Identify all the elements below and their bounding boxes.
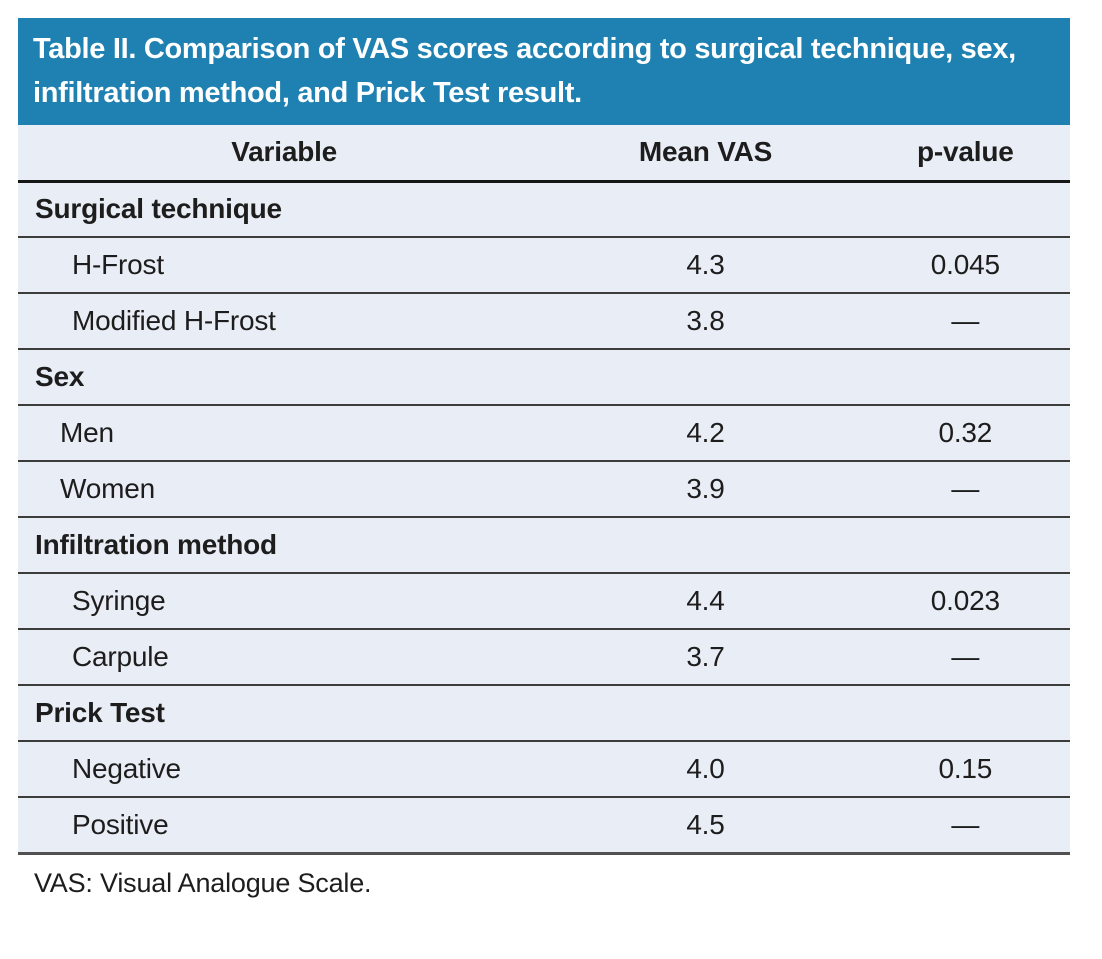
section-label-infiltration-method: Infiltration method — [18, 517, 1070, 574]
data-row: H-Frost 4.3 0.045 — [18, 237, 1070, 294]
column-header-row: Variable Mean VAS p-value — [18, 125, 1070, 183]
cell-mean-vas: 4.5 — [550, 797, 861, 855]
cell-mean-vas: 3.8 — [550, 293, 861, 350]
cell-variable: Positive — [18, 797, 551, 855]
cell-mean-vas: 4.2 — [550, 405, 861, 462]
cell-mean-vas: 3.9 — [550, 461, 861, 518]
section-label-sex: Sex — [18, 349, 1070, 406]
cell-p-value: — — [860, 293, 1070, 350]
data-row: Men 4.2 0.32 — [18, 405, 1070, 462]
section-label-prick-test: Prick Test — [18, 685, 1070, 742]
data-row: Carpule 3.7 — — [18, 629, 1070, 686]
cell-p-value: 0.32 — [860, 405, 1070, 462]
cell-p-value: 0.045 — [860, 237, 1070, 294]
cell-variable: Modified H-Frost — [18, 293, 551, 350]
cell-variable: Women — [18, 461, 551, 518]
table-container: Table II. Comparison of VAS scores accor… — [18, 18, 1070, 899]
table-title: Table II. Comparison of VAS scores accor… — [18, 18, 1070, 125]
data-row: Positive 4.5 — — [18, 797, 1070, 855]
cell-p-value: — — [860, 797, 1070, 855]
section-row: Sex — [18, 349, 1070, 406]
cell-p-value: — — [860, 629, 1070, 686]
cell-variable: Negative — [18, 741, 551, 798]
table-footnote: VAS: Visual Analogue Scale. — [34, 867, 372, 898]
cell-mean-vas: 4.4 — [550, 573, 861, 630]
cell-variable: Carpule — [18, 629, 551, 686]
cell-mean-vas: 4.0 — [550, 741, 861, 798]
vas-comparison-table: Variable Mean VAS p-value Surgical techn… — [18, 125, 1070, 855]
cell-mean-vas: 4.3 — [550, 237, 861, 294]
data-row: Syringe 4.4 0.023 — [18, 573, 1070, 630]
cell-p-value: — — [860, 461, 1070, 518]
cell-variable: Men — [18, 405, 551, 462]
cell-mean-vas: 3.7 — [550, 629, 861, 686]
section-label-surgical-technique: Surgical technique — [18, 181, 1070, 238]
section-row: Prick Test — [18, 685, 1070, 742]
data-row: Negative 4.0 0.15 — [18, 741, 1070, 798]
cell-p-value: 0.023 — [860, 573, 1070, 630]
col-header-variable: Variable — [18, 125, 551, 183]
col-header-p-value: p-value — [860, 125, 1070, 183]
cell-variable: Syringe — [18, 573, 551, 630]
data-row: Women 3.9 — — [18, 461, 1070, 518]
data-row: Modified H-Frost 3.8 — — [18, 293, 1070, 350]
cell-p-value: 0.15 — [860, 741, 1070, 798]
cell-variable: H-Frost — [18, 237, 551, 294]
col-header-mean-vas: Mean VAS — [550, 125, 861, 183]
section-row: Surgical technique — [18, 181, 1070, 238]
section-row: Infiltration method — [18, 517, 1070, 574]
